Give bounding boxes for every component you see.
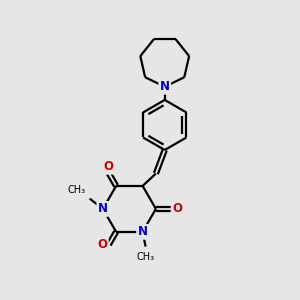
- Text: N: N: [98, 202, 108, 215]
- Text: N: N: [138, 225, 148, 238]
- Text: N: N: [160, 80, 170, 93]
- Text: CH₃: CH₃: [136, 252, 154, 262]
- Text: CH₃: CH₃: [67, 185, 85, 195]
- Text: O: O: [97, 238, 107, 251]
- Text: O: O: [104, 160, 114, 173]
- Text: O: O: [172, 202, 182, 215]
